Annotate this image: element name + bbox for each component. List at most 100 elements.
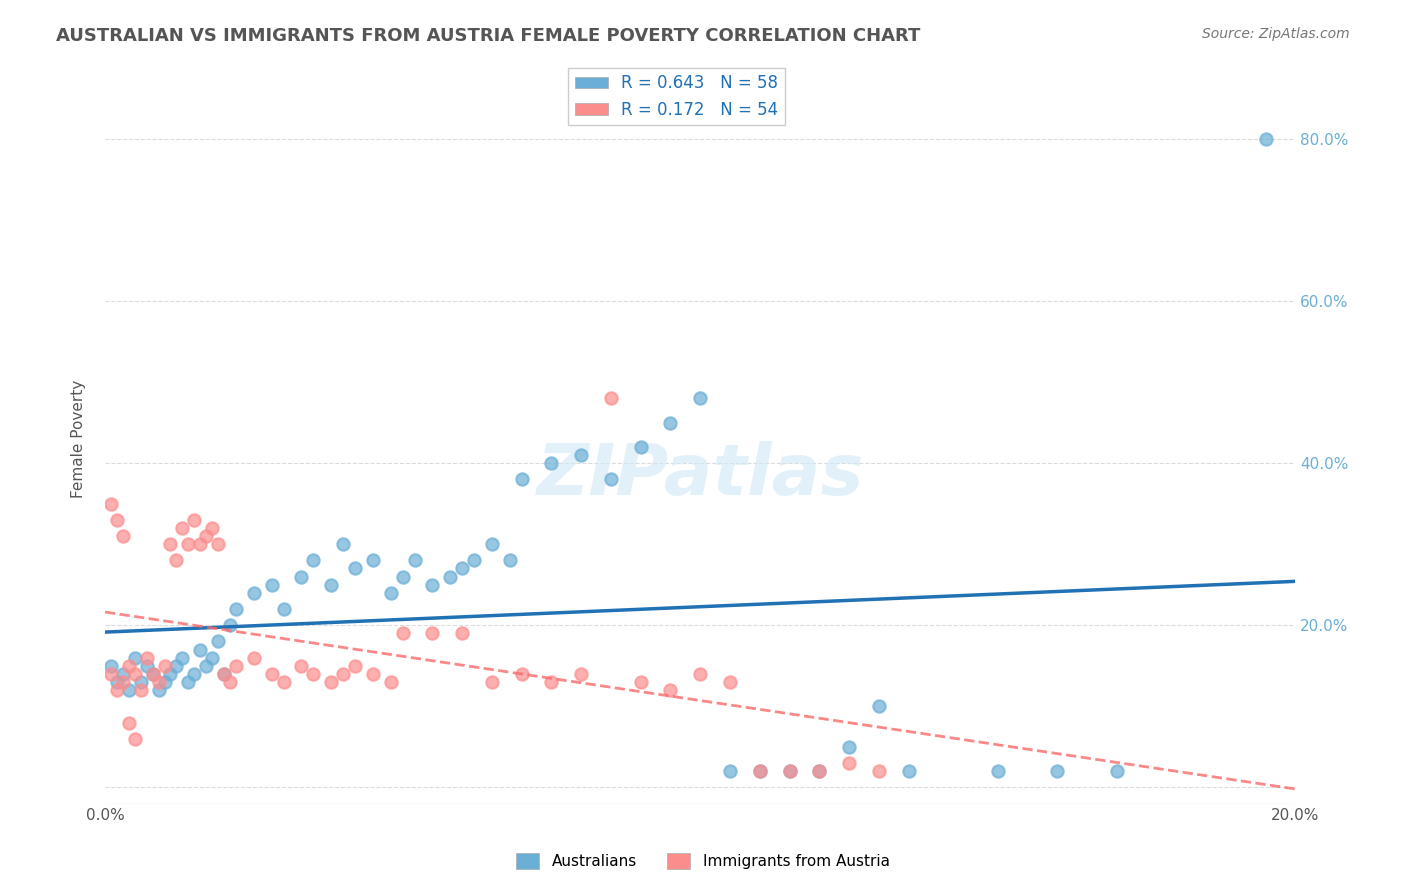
- Point: [868, 764, 890, 779]
- Point: [630, 440, 652, 454]
- Point: [219, 618, 242, 632]
- Point: [779, 764, 801, 779]
- Point: [808, 764, 831, 779]
- Point: [343, 561, 366, 575]
- Point: [183, 666, 205, 681]
- Point: [201, 521, 224, 535]
- Legend: Australians, Immigrants from Austria: Australians, Immigrants from Austria: [510, 847, 896, 875]
- Point: [105, 513, 128, 527]
- Point: [718, 675, 741, 690]
- Text: AUSTRALIAN VS IMMIGRANTS FROM AUSTRIA FEMALE POVERTY CORRELATION CHART: AUSTRALIAN VS IMMIGRANTS FROM AUSTRIA FE…: [56, 27, 921, 45]
- Point: [142, 666, 165, 681]
- Point: [808, 764, 831, 779]
- Point: [177, 537, 200, 551]
- Point: [451, 561, 474, 575]
- Point: [463, 553, 485, 567]
- Point: [124, 731, 146, 746]
- Point: [188, 642, 211, 657]
- Point: [540, 456, 562, 470]
- Point: [422, 626, 444, 640]
- Point: [332, 666, 354, 681]
- Point: [361, 553, 384, 567]
- Point: [391, 569, 413, 583]
- Point: [135, 650, 157, 665]
- Point: [391, 626, 413, 640]
- Point: [135, 658, 157, 673]
- Point: [165, 553, 187, 567]
- Point: [439, 569, 461, 583]
- Point: [540, 675, 562, 690]
- Point: [343, 658, 366, 673]
- Point: [153, 658, 176, 673]
- Point: [510, 472, 533, 486]
- Point: [273, 675, 295, 690]
- Point: [321, 578, 343, 592]
- Point: [481, 537, 503, 551]
- Point: [148, 675, 170, 690]
- Point: [260, 666, 283, 681]
- Y-axis label: Female Poverty: Female Poverty: [72, 380, 86, 498]
- Point: [273, 602, 295, 616]
- Point: [165, 658, 187, 673]
- Point: [142, 666, 165, 681]
- Point: [838, 756, 860, 770]
- Point: [290, 658, 312, 673]
- Point: [105, 675, 128, 690]
- Point: [148, 683, 170, 698]
- Point: [321, 675, 343, 690]
- Point: [332, 537, 354, 551]
- Point: [172, 650, 194, 665]
- Point: [177, 675, 200, 690]
- Point: [153, 675, 176, 690]
- Point: [1046, 764, 1069, 779]
- Point: [499, 553, 522, 567]
- Point: [111, 666, 134, 681]
- Point: [630, 675, 652, 690]
- Point: [897, 764, 920, 779]
- Point: [219, 675, 242, 690]
- Point: [183, 513, 205, 527]
- Point: [207, 537, 229, 551]
- Point: [569, 448, 592, 462]
- Point: [111, 529, 134, 543]
- Point: [129, 683, 152, 698]
- Point: [987, 764, 1010, 779]
- Point: [380, 586, 402, 600]
- Point: [779, 764, 801, 779]
- Point: [1254, 132, 1277, 146]
- Point: [105, 683, 128, 698]
- Point: [118, 683, 141, 698]
- Point: [1105, 764, 1128, 779]
- Point: [243, 586, 266, 600]
- Point: [129, 675, 152, 690]
- Point: [260, 578, 283, 592]
- Point: [380, 675, 402, 690]
- Point: [838, 739, 860, 754]
- Point: [118, 658, 141, 673]
- Point: [451, 626, 474, 640]
- Point: [212, 666, 235, 681]
- Point: [481, 675, 503, 690]
- Point: [201, 650, 224, 665]
- Point: [118, 715, 141, 730]
- Point: [569, 666, 592, 681]
- Point: [225, 602, 247, 616]
- Point: [868, 699, 890, 714]
- Point: [188, 537, 211, 551]
- Point: [659, 416, 682, 430]
- Point: [100, 497, 122, 511]
- Point: [689, 391, 711, 405]
- Point: [600, 472, 623, 486]
- Point: [212, 666, 235, 681]
- Point: [225, 658, 247, 673]
- Point: [124, 650, 146, 665]
- Point: [124, 666, 146, 681]
- Point: [600, 391, 623, 405]
- Point: [361, 666, 384, 681]
- Point: [195, 529, 218, 543]
- Point: [159, 666, 181, 681]
- Legend: R = 0.643   N = 58, R = 0.172   N = 54: R = 0.643 N = 58, R = 0.172 N = 54: [568, 68, 785, 126]
- Point: [195, 658, 218, 673]
- Point: [404, 553, 426, 567]
- Point: [689, 666, 711, 681]
